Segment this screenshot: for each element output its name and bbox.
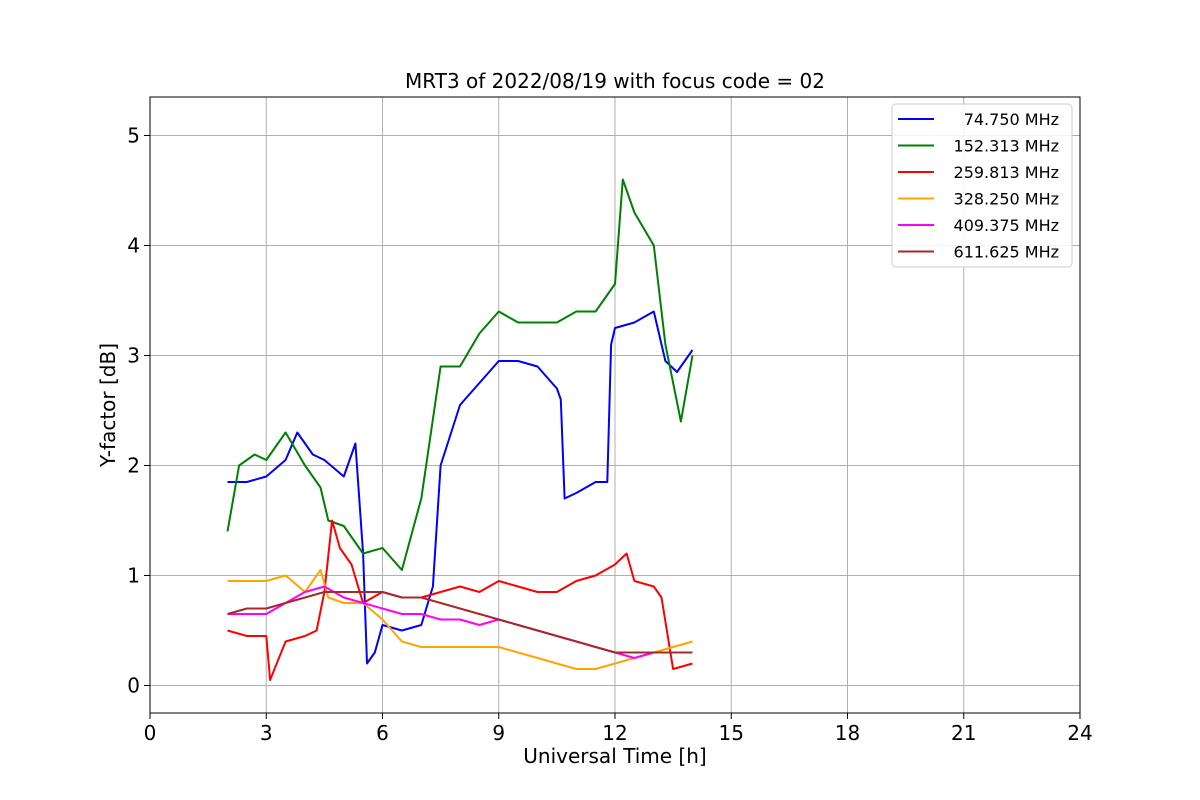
series-line-1 <box>226 178 694 571</box>
x-axis-label: Universal Time [h] <box>523 744 706 768</box>
legend-box <box>891 103 1073 268</box>
y-tick-label: 5 <box>127 124 140 148</box>
legend-label: 611.625 MHz <box>954 243 1059 262</box>
y-axis: 0 1 2 3 4 5 <box>127 124 150 698</box>
legend-label: 74.750 MHz <box>964 110 1059 129</box>
x-tick-label: 6 <box>376 721 389 745</box>
x-tick-label: 15 <box>719 721 744 745</box>
y-tick-label: 4 <box>127 234 140 258</box>
x-tick-label: 24 <box>1067 721 1092 745</box>
y-tick-label: 3 <box>127 344 140 368</box>
series-line-0 <box>227 310 694 665</box>
x-tick-label: 18 <box>835 721 860 745</box>
y-tick-label: 2 <box>127 454 140 478</box>
series-line-3 <box>227 569 693 670</box>
legend-label: 328.250 MHz <box>954 190 1059 209</box>
series-line-2 <box>227 519 693 681</box>
y-axis-label: Y-factor [dB] <box>96 343 120 468</box>
x-tick-label: 0 <box>144 721 157 745</box>
y-tick-label: 1 <box>127 564 140 588</box>
x-tick-label: 12 <box>602 721 627 745</box>
legend-label: 152.313 MHz <box>954 137 1059 156</box>
legend: 74.750 MHz 152.313 MHz 259.813 MHz 328.250 … <box>891 103 1073 268</box>
x-tick-label: 21 <box>951 721 976 745</box>
x-tick-label: 9 <box>492 721 505 745</box>
chart-title: MRT3 of 2022/08/19 with focus code = 02 <box>405 69 825 93</box>
y-tick-label: 0 <box>127 674 140 698</box>
x-tick-label: 3 <box>260 721 273 745</box>
legend-label: 259.813 MHz <box>954 163 1059 182</box>
legend-label: 409.375 MHz <box>954 216 1059 235</box>
series-line-5 <box>227 591 693 654</box>
series-layer <box>226 178 694 681</box>
x-axis: 0 3 6 9 12 15 18 21 24 <box>144 713 1093 745</box>
